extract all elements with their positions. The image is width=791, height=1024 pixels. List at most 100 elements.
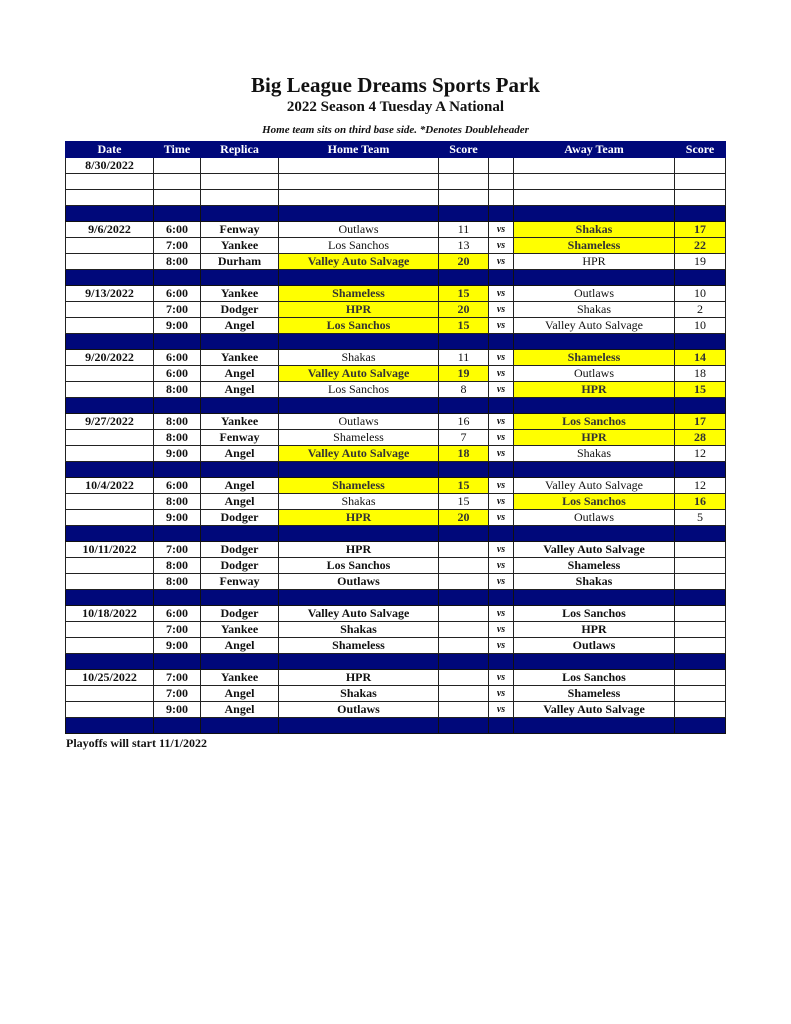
separator-cell xyxy=(200,269,279,286)
vs-label: vs xyxy=(488,317,514,334)
game-row: 7:00 Yankee Shakas vs HPR xyxy=(65,621,726,638)
game-row: 7:00 Yankee Los Sanchos 13 vs Shameless 22 xyxy=(65,237,726,254)
away-team xyxy=(513,189,675,206)
page-subtitle: 2022 Season 4 Tuesday A National xyxy=(286,99,505,115)
separator-cell xyxy=(513,525,675,542)
home-team: Los Sanchos xyxy=(278,317,439,334)
game-date: 8/30/2022 xyxy=(65,157,154,174)
home-score: 18 xyxy=(438,445,489,462)
separator-cell xyxy=(513,717,675,734)
game-time: 9:00 xyxy=(153,317,201,334)
home-score xyxy=(438,541,489,558)
col-date: Date xyxy=(65,141,154,158)
home-team: Los Sanchos xyxy=(278,557,439,574)
home-team: Outlaws xyxy=(278,221,439,238)
home-team: Shakas xyxy=(278,621,439,638)
game-time: 7:00 xyxy=(153,301,201,318)
separator-cell xyxy=(438,205,489,222)
week-separator xyxy=(65,717,726,734)
away-score xyxy=(674,557,726,574)
away-score: 18 xyxy=(674,365,726,382)
away-score xyxy=(674,541,726,558)
game-time xyxy=(153,173,201,190)
game-date xyxy=(65,173,154,190)
col-time: Time xyxy=(153,141,201,158)
away-score xyxy=(674,621,726,638)
vs-label: vs xyxy=(488,365,514,382)
away-score: 14 xyxy=(674,349,726,366)
game-date xyxy=(65,429,154,446)
home-team: Shakas xyxy=(278,493,439,510)
game-replica: Yankee xyxy=(200,285,279,302)
separator-cell xyxy=(488,205,514,222)
game-replica: Durham xyxy=(200,253,279,270)
game-row xyxy=(65,173,726,190)
home-team: HPR xyxy=(278,509,439,526)
separator-cell xyxy=(153,333,201,350)
game-time: 6:00 xyxy=(153,285,201,302)
separator-cell xyxy=(278,269,439,286)
doubleheader-note: Home team sits on third base side. *Deno… xyxy=(262,124,529,136)
home-score: 20 xyxy=(438,301,489,318)
away-team: Los Sanchos xyxy=(513,605,675,622)
separator-cell xyxy=(513,653,675,670)
game-row xyxy=(65,189,726,206)
page-title: Big League Dreams Sports Park xyxy=(251,73,540,97)
separator-cell xyxy=(278,461,439,478)
home-team: Los Sanchos xyxy=(278,381,439,398)
separator-cell xyxy=(153,589,201,606)
game-time: 6:00 xyxy=(153,349,201,366)
game-time: 6:00 xyxy=(153,365,201,382)
col-replica: Replica xyxy=(200,141,279,158)
away-score: 12 xyxy=(674,445,726,462)
game-time: 9:00 xyxy=(153,701,201,718)
separator-cell xyxy=(438,717,489,734)
separator-cell xyxy=(438,397,489,414)
game-replica: Angel xyxy=(200,317,279,334)
away-team: Shakas xyxy=(513,573,675,590)
home-score xyxy=(438,573,489,590)
game-row: 9:00 Angel Los Sanchos 15 vs Valley Auto Salv… xyxy=(65,317,726,334)
week-separator xyxy=(65,653,726,670)
game-date xyxy=(65,509,154,526)
col-home-team: Home Team xyxy=(278,141,439,158)
game-row: 9/13/2022 6:00 Yankee Shameless 15 vs Outlaws 1… xyxy=(65,285,726,302)
separator-cell xyxy=(488,269,514,286)
home-score: 15 xyxy=(438,493,489,510)
home-score: 8 xyxy=(438,381,489,398)
home-score: 19 xyxy=(438,365,489,382)
home-team: Outlaws xyxy=(278,413,439,430)
away-team: HPR xyxy=(513,429,675,446)
home-team xyxy=(278,189,439,206)
game-replica: Angel xyxy=(200,637,279,654)
schedule-table: Date Time Replica Home Team Score Away T… xyxy=(65,141,726,734)
vs-label: vs xyxy=(488,493,514,510)
separator-cell xyxy=(200,653,279,670)
away-score: 28 xyxy=(674,429,726,446)
home-score xyxy=(438,605,489,622)
separator-cell xyxy=(278,205,439,222)
home-team: Shakas xyxy=(278,349,439,366)
away-score: 15 xyxy=(674,381,726,398)
separator-cell xyxy=(513,269,675,286)
separator-cell xyxy=(438,333,489,350)
game-replica: Dodger xyxy=(200,541,279,558)
separator-cell xyxy=(200,205,279,222)
col-away-score: Score xyxy=(674,141,726,158)
separator-cell xyxy=(674,525,726,542)
playoffs-note: Playoffs will start 11/1/2022 xyxy=(66,736,207,750)
separator-cell xyxy=(65,525,154,542)
home-score xyxy=(438,189,489,206)
separator-cell xyxy=(65,653,154,670)
game-row: 10/25/2022 7:00 Yankee HPR vs Los Sanchos xyxy=(65,669,726,686)
game-row: 8:00 Fenway Shameless 7 vs HPR 28 xyxy=(65,429,726,446)
header-row: Date Time Replica Home Team Score Away T… xyxy=(65,141,726,158)
week-separator xyxy=(65,333,726,350)
game-time: 8:00 xyxy=(153,557,201,574)
game-replica: Angel xyxy=(200,685,279,702)
game-row: 10/4/2022 6:00 Angel Shameless 15 vs Valley Au… xyxy=(65,477,726,494)
separator-cell xyxy=(65,717,154,734)
game-replica: Angel xyxy=(200,445,279,462)
home-score: 15 xyxy=(438,285,489,302)
away-score: 10 xyxy=(674,285,726,302)
